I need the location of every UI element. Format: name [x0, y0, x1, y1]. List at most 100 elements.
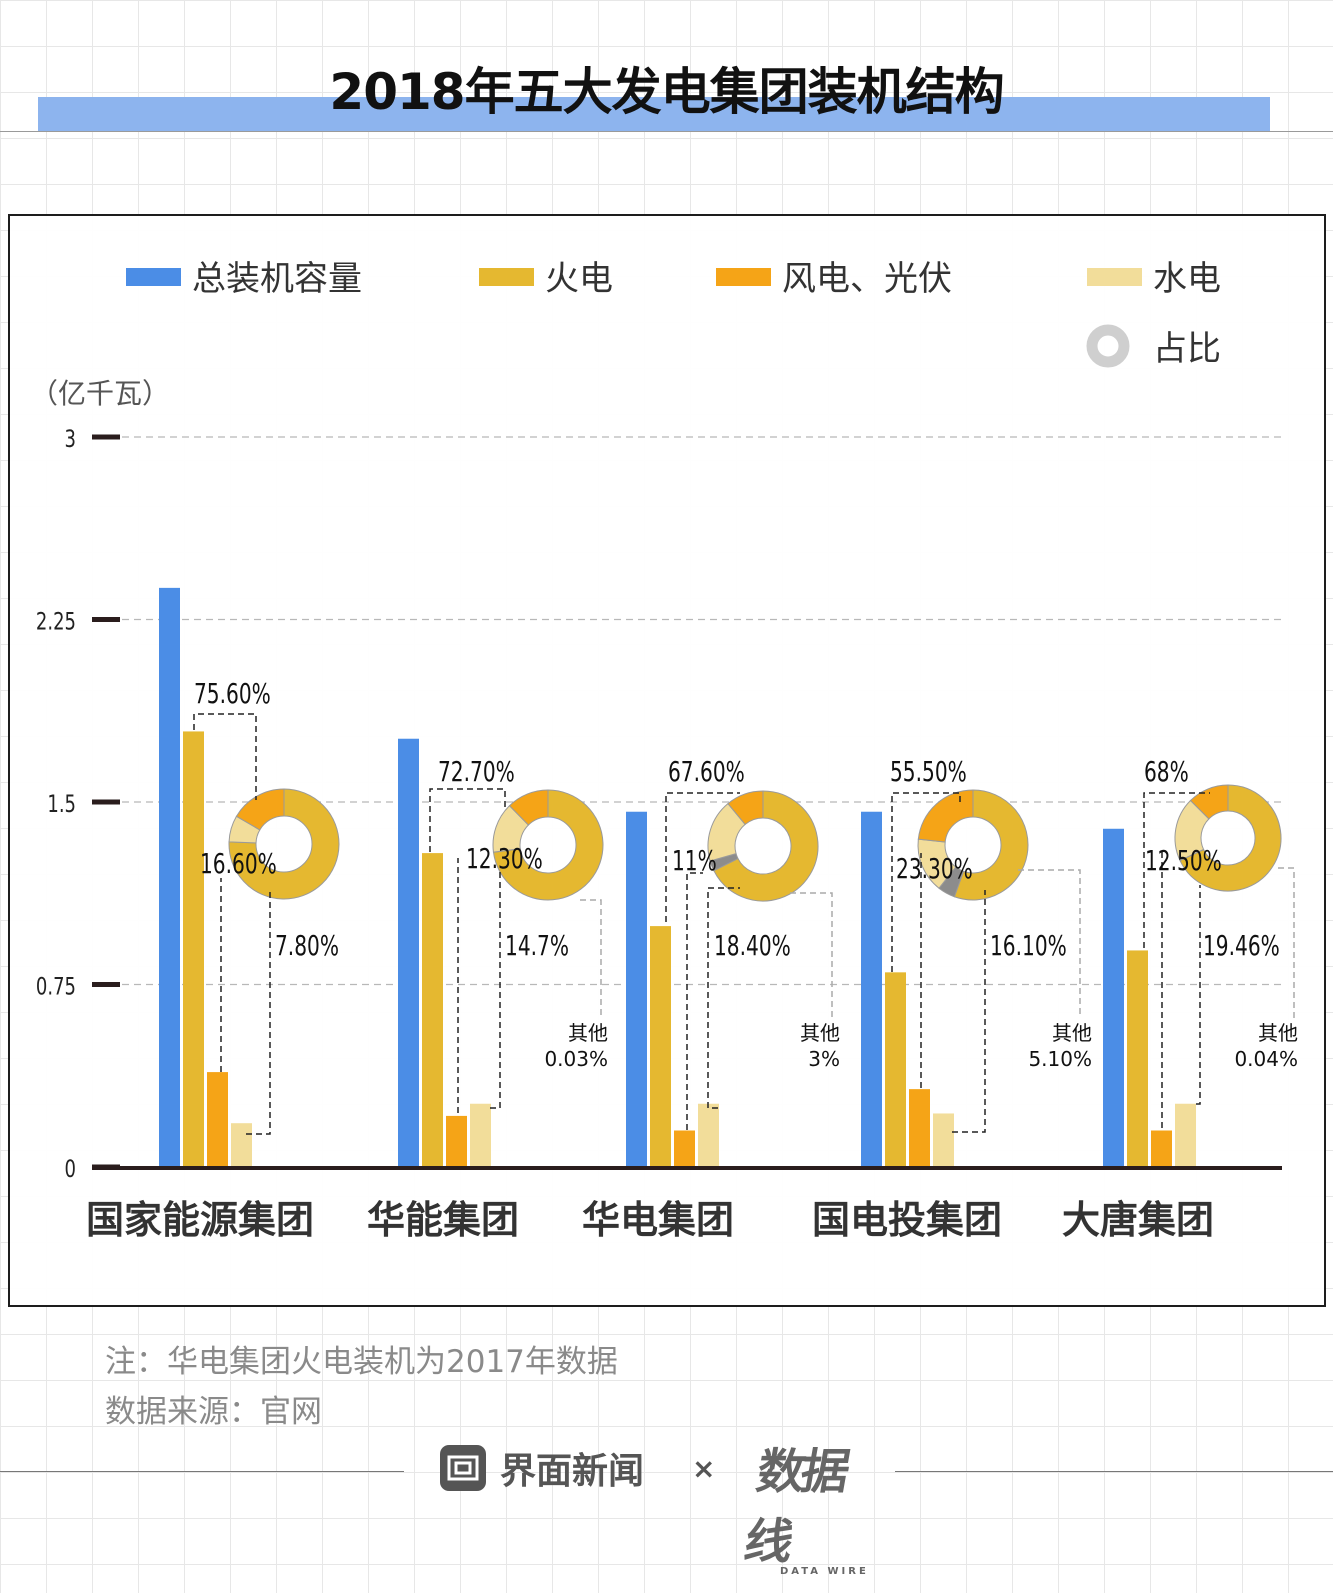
legend-label-total: 总装机容量 — [192, 259, 362, 299]
share-label-wind-solar: 23.30% — [896, 852, 973, 885]
share-label-hydro: 19.46% — [1203, 929, 1280, 962]
leader-other — [1278, 867, 1295, 1018]
y-tick-label: 0.75 — [36, 973, 76, 1001]
leader-hydro — [707, 887, 740, 1109]
bar-wind_solar — [674, 1130, 695, 1167]
category-label: 国电投集团 — [812, 1198, 1002, 1242]
bar-wind_solar — [207, 1072, 228, 1167]
datawire-logo: 数据线 DATA WIRE — [740, 1432, 872, 1577]
donut-slice-wind_solar — [727, 790, 764, 826]
share-label-thermal: 55.50% — [890, 755, 967, 788]
share-label-wind-solar: 11% — [672, 844, 717, 877]
jiemian-logo: 界面新闻 — [440, 1442, 644, 1494]
title-rule — [0, 131, 1333, 132]
leader-thermal — [665, 792, 740, 922]
leader-other — [790, 892, 833, 1018]
legend-swatch-wind_solar — [716, 268, 771, 286]
footer-line-left — [0, 1471, 404, 1472]
bar-hydro — [231, 1123, 252, 1167]
share-label-thermal: 75.60% — [194, 677, 271, 710]
bar-total — [626, 811, 647, 1167]
y-tick-label: 3 — [65, 426, 76, 454]
share-label-hydro: 7.80% — [275, 929, 339, 962]
share-label-hydro: 16.10% — [990, 929, 1067, 962]
donut-slice-wind_solar — [508, 789, 549, 826]
jiemian-logo-icon — [440, 1445, 486, 1491]
bar-total — [159, 587, 180, 1167]
category-label: 华电集团 — [582, 1198, 734, 1242]
chart-svg: 0 0.75 1.5 2.25 3 （亿千瓦） 总装机容量 火电 风电、光伏 水电占比国家能源集团… — [30, 259, 1298, 1242]
footnote: 注：华电集团火电装机为2017年数据 — [105, 1344, 618, 1380]
legend-label-share: 占比 — [1153, 329, 1221, 369]
leader-other — [580, 899, 602, 1018]
bar-wind_solar — [446, 1115, 467, 1167]
leader-thermal — [1143, 792, 1210, 948]
legend-label-wind_solar: 风电、光伏 — [782, 259, 952, 299]
leader-hydro — [1196, 885, 1201, 1105]
donut-slice-thermal — [953, 789, 1029, 901]
leader-thermal — [429, 788, 506, 852]
bar-wind_solar — [909, 1089, 930, 1167]
share-label-wind-solar: 12.50% — [1145, 844, 1222, 877]
footer-line-right — [895, 1471, 1333, 1472]
legend-share-icon — [1086, 324, 1130, 368]
leader-hydro — [952, 890, 986, 1133]
share-label-other-name: 其他 — [800, 1021, 840, 1045]
bar-total — [1103, 828, 1124, 1167]
bar-thermal — [885, 972, 906, 1167]
bar-thermal — [1127, 950, 1148, 1167]
donut-slice-thermal — [713, 790, 819, 902]
category-label: 国家能源集团 — [86, 1198, 314, 1242]
share-label-hydro: 18.40% — [714, 929, 791, 962]
bar-wind_solar — [1151, 1130, 1172, 1167]
bar-thermal — [183, 731, 204, 1167]
donut-slice-wind_solar — [235, 788, 285, 831]
y-tick-label: 1.5 — [47, 791, 76, 819]
leader-hydro — [490, 870, 501, 1109]
bar-total — [398, 738, 419, 1167]
bar-hydro — [933, 1113, 954, 1167]
leader-other — [1018, 869, 1081, 1018]
share-label-thermal: 67.60% — [668, 755, 745, 788]
bar-thermal — [422, 853, 443, 1167]
share-label-hydro: 14.7% — [505, 929, 569, 962]
share-label-thermal: 68% — [1144, 755, 1189, 788]
source-note: 数据来源：官网 — [105, 1394, 322, 1430]
legend-swatch-thermal — [479, 268, 534, 286]
donut-slice-wind_solar — [917, 789, 974, 843]
share-label-other-name: 其他 — [1052, 1021, 1092, 1045]
jiemian-brand: 界面新闻 — [500, 1451, 645, 1492]
share-label-wind-solar: 16.60% — [200, 847, 277, 880]
chart-title: 2018年五大发电集团装机结构 — [329, 63, 1004, 121]
bar-thermal — [650, 926, 671, 1167]
y-axis-unit: （亿千瓦） — [30, 377, 170, 410]
share-label-other: 3% — [808, 1047, 840, 1071]
datawire-brand: 数据线 — [740, 1444, 851, 1570]
share-label-wind-solar: 12.30% — [466, 842, 543, 875]
bar-hydro — [470, 1103, 491, 1167]
datawire-sub: DATA WIRE — [780, 1566, 869, 1577]
share-label-other: 0.03% — [544, 1047, 608, 1071]
bar-hydro — [1175, 1103, 1196, 1167]
leader-wind-solar — [686, 872, 703, 1130]
legend-swatch-total — [126, 268, 181, 286]
category-label: 华能集团 — [367, 1198, 519, 1242]
title-band — [38, 97, 1270, 131]
share-label-other-name: 其他 — [568, 1021, 608, 1045]
leader-thermal — [891, 792, 961, 972]
legend-label-hydro: 水电 — [1153, 259, 1221, 299]
leader-hydro — [246, 890, 271, 1135]
share-label-other-name: 其他 — [1258, 1021, 1298, 1045]
donut-slice-thermal — [228, 788, 340, 900]
bar-total — [861, 811, 882, 1167]
share-label-other: 5.10% — [1028, 1047, 1092, 1071]
leader-thermal — [193, 713, 257, 800]
legend-label-thermal: 火电 — [545, 259, 613, 299]
share-label-other: 0.04% — [1234, 1047, 1298, 1071]
donut-slice-thermal — [1179, 784, 1282, 892]
category-label: 大唐集团 — [1062, 1198, 1214, 1242]
y-tick-label: 0 — [65, 1156, 76, 1184]
times-sign: × — [692, 1452, 716, 1485]
legend-swatch-hydro — [1087, 268, 1142, 286]
y-tick-label: 2.25 — [36, 608, 76, 636]
